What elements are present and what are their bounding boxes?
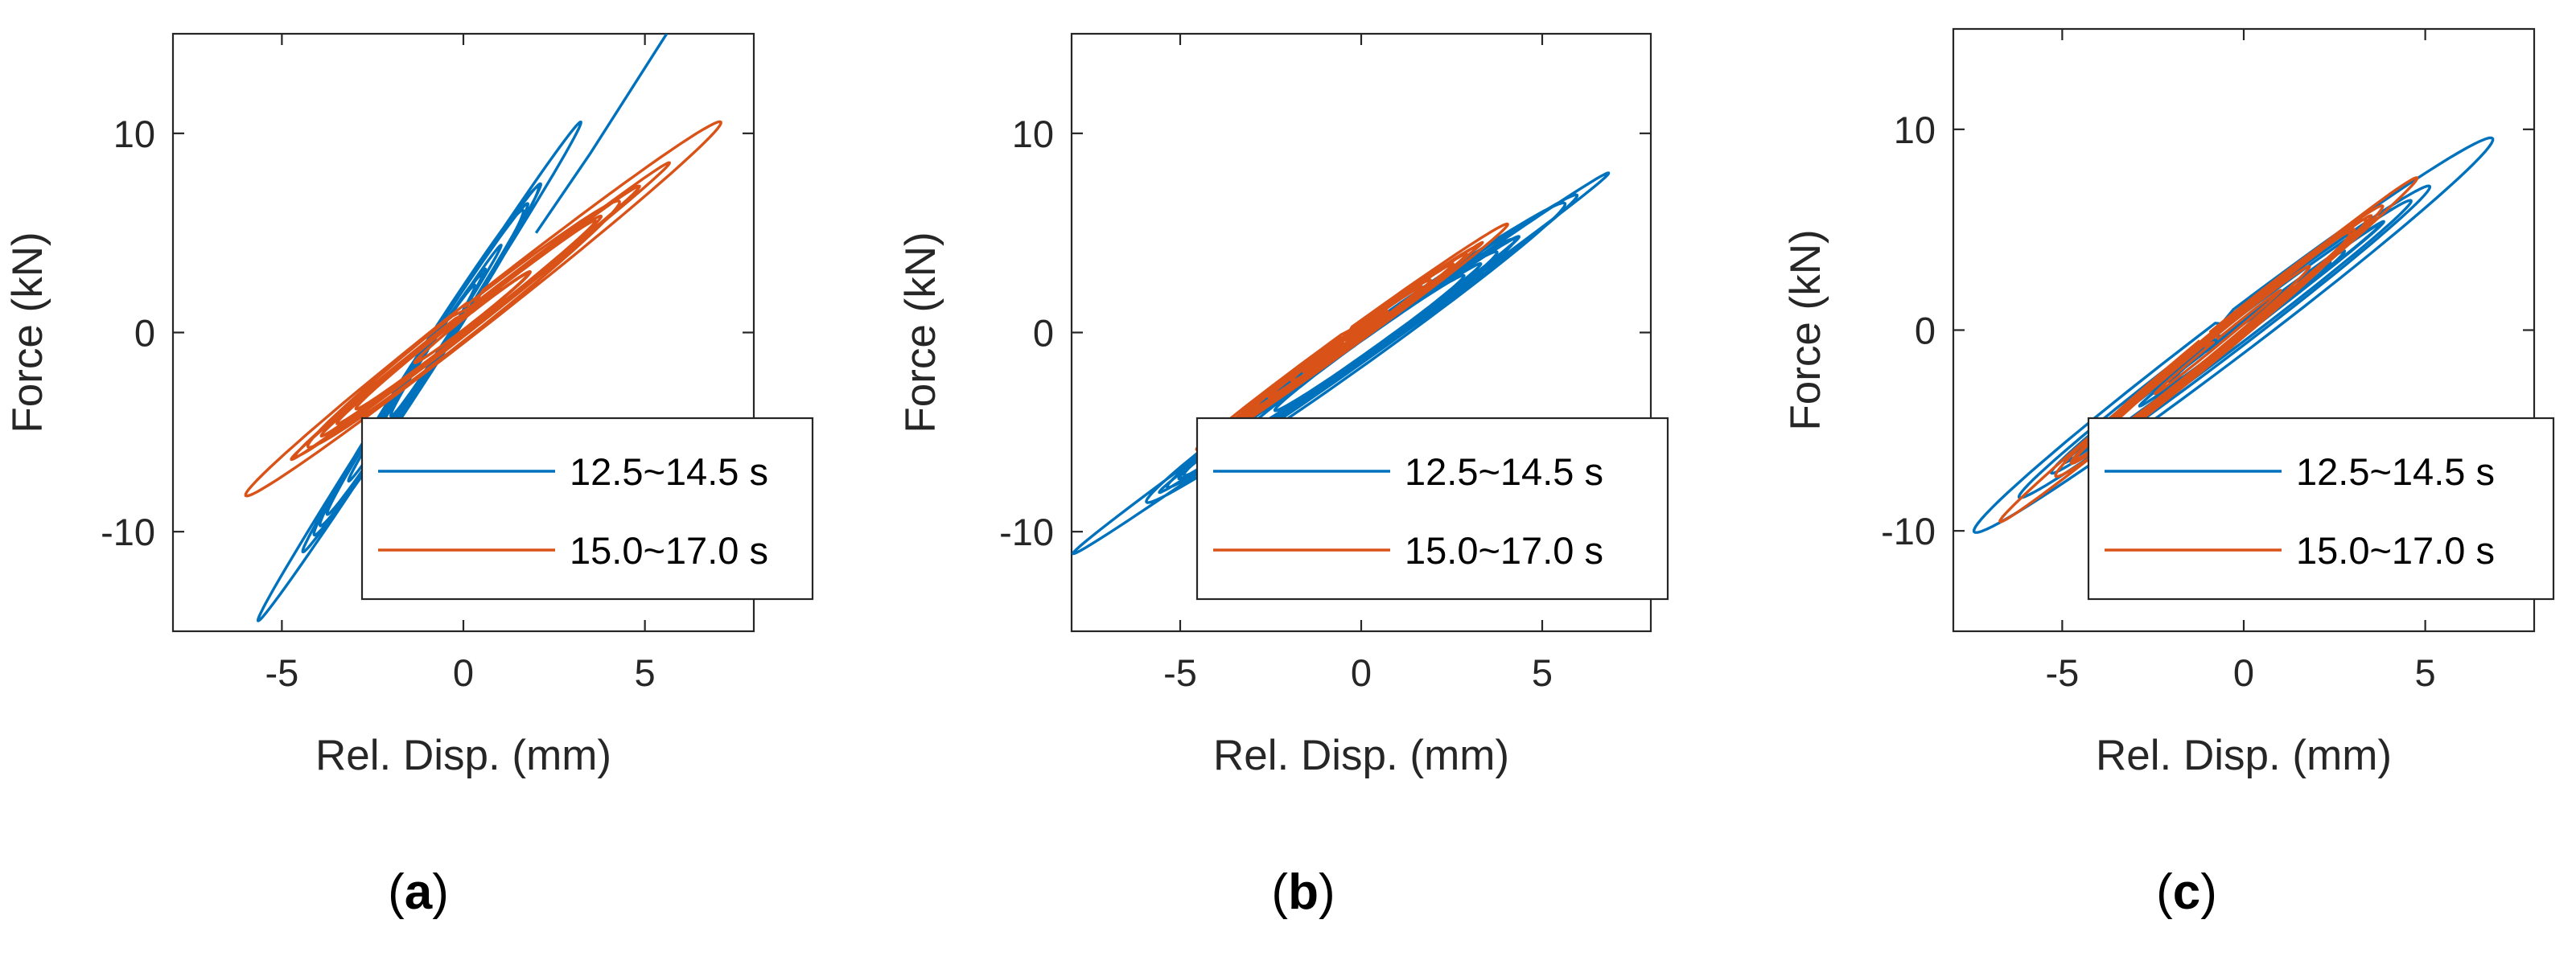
panel-caption: (c) — [2156, 864, 2217, 920]
y-axis-label: Force (kN) — [4, 232, 51, 433]
caption-letter: b — [1288, 864, 1319, 920]
chart-panel-b: -5 0 5 -10 0 10 Rel. Disp. (mm) Force (kN) 12.5~… — [897, 32, 1669, 920]
caption-close-paren: ) — [1319, 864, 1335, 920]
y-tick-label: -10 — [1881, 510, 1936, 552]
legend-label-1: 12.5~14.5 s — [1405, 450, 1603, 493]
series-line-1 — [1072, 171, 1611, 556]
legend: 12.5~14.5 s 15.0~17.0 s — [360, 417, 814, 601]
caption-letter: a — [405, 864, 433, 920]
y-axis-label: Force (kN) — [1782, 229, 1829, 430]
x-tick-label: 0 — [2233, 651, 2254, 694]
legend-box — [360, 417, 814, 601]
y-tick-label: 0 — [134, 312, 155, 355]
legend-label-2: 15.0~17.0 s — [2296, 529, 2495, 572]
y-tick-label: 0 — [1033, 312, 1054, 355]
legend-label-1: 12.5~14.5 s — [570, 450, 768, 493]
series-group — [1973, 136, 2495, 534]
legend-label-1: 12.5~14.5 s — [2296, 450, 2495, 493]
series-line-2 — [1998, 176, 2419, 524]
x-tick-label: -5 — [2045, 651, 2079, 694]
series-group — [1072, 171, 1611, 556]
series-line-2 — [244, 120, 722, 498]
caption-letter: c — [2173, 864, 2200, 920]
caption-close-paren: ) — [432, 864, 449, 920]
y-tick-label: 10 — [113, 113, 155, 155]
x-tick-label: 5 — [1532, 651, 1553, 694]
legend-label-2: 15.0~17.0 s — [1405, 529, 1603, 572]
caption-close-paren: ) — [2200, 864, 2217, 920]
y-tick-label: 10 — [1012, 113, 1054, 155]
x-tick-label: -5 — [265, 651, 298, 694]
y-tick-label: -10 — [101, 511, 155, 553]
legend-box — [2087, 417, 2555, 601]
chart-panel-a: -5 0 5 -10 0 10 Rel. Disp. (mm) Force (kN) 12.5~… — [4, 32, 814, 920]
chart-panel-c: -5 0 5 -10 0 10 Rel. Disp. (mm) Force (kN) 12.5~… — [1782, 27, 2555, 920]
caption-open-paren: ( — [2156, 864, 2173, 920]
x-axis-label: Rel. Disp. (mm) — [2096, 732, 2392, 779]
x-tick-label: 5 — [635, 651, 656, 694]
legend-box — [1195, 417, 1669, 601]
series-group — [244, 34, 722, 622]
caption-open-paren: ( — [1271, 864, 1288, 920]
y-axis-label: Force (kN) — [897, 232, 944, 433]
x-tick-label: 0 — [1351, 651, 1372, 694]
series-line-2 — [1195, 222, 1509, 451]
x-tick-label: 0 — [453, 651, 474, 694]
x-axis-label: Rel. Disp. (mm) — [1213, 732, 1509, 779]
y-tick-label: 10 — [1894, 109, 1936, 151]
panel-caption: (b) — [1271, 864, 1335, 920]
y-tick-label: -10 — [999, 511, 1054, 553]
panel-caption: (a) — [388, 864, 449, 920]
legend: 12.5~14.5 s 15.0~17.0 s — [2087, 417, 2555, 601]
legend-label-2: 15.0~17.0 s — [570, 529, 768, 572]
x-tick-label: -5 — [1163, 651, 1197, 694]
series-tail-1 — [534, 34, 669, 234]
legend: 12.5~14.5 s 15.0~17.0 s — [1195, 417, 1669, 601]
x-tick-label: 5 — [2415, 651, 2436, 694]
x-axis-label: Rel. Disp. (mm) — [315, 732, 611, 779]
y-tick-label: 0 — [1915, 310, 1936, 352]
caption-open-paren: ( — [388, 864, 405, 920]
